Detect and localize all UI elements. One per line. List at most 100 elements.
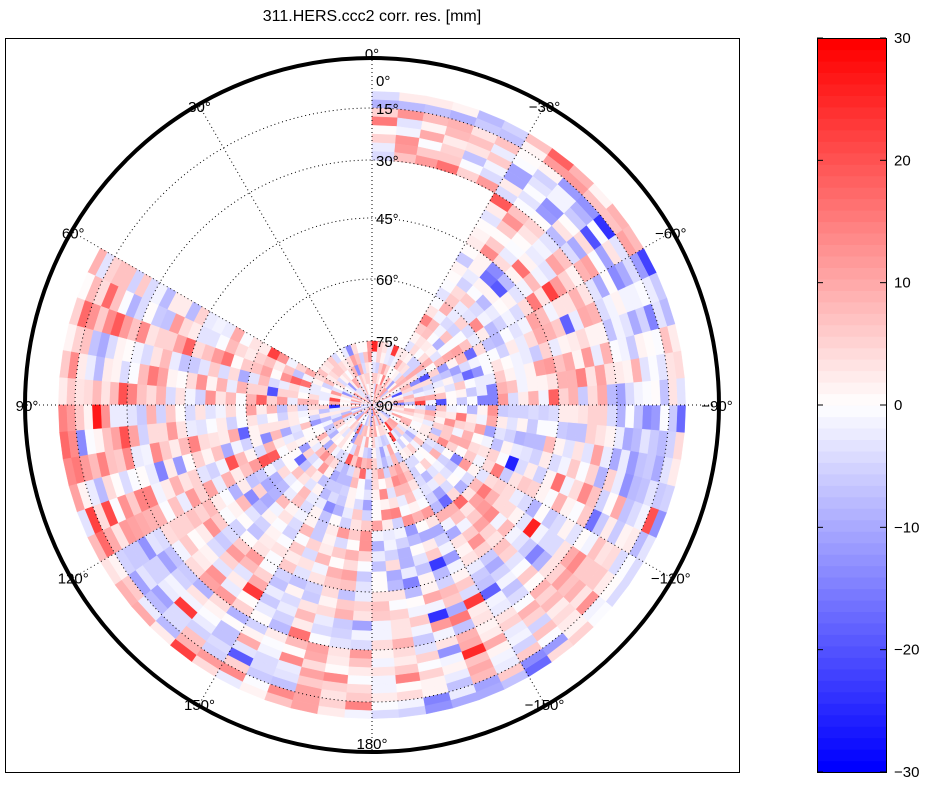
heatmap-cell — [109, 381, 120, 406]
colorbar-swatch — [817, 577, 886, 590]
heatmap-cell — [225, 416, 239, 431]
heatmap-cell — [615, 404, 626, 428]
heatmap-cell — [100, 404, 111, 429]
azimuth-tick-label: −30° — [529, 99, 560, 116]
heatmap-cell — [424, 404, 437, 411]
heatmap-cell — [633, 381, 644, 406]
heatmap-cell — [74, 404, 85, 432]
colorbar-swatch — [817, 462, 886, 475]
heatmap-cell — [487, 393, 499, 406]
colorbar-swatch — [817, 313, 886, 326]
heatmap-cell — [667, 378, 678, 406]
colorbar-swatch — [817, 255, 886, 268]
elevation-tick-label: 15° — [376, 101, 399, 118]
heatmap-cell — [344, 548, 360, 562]
heatmap-cell — [445, 404, 457, 413]
heatmap-cell — [659, 404, 670, 432]
heatmap-cell — [485, 414, 498, 428]
heatmap-cell — [245, 404, 257, 417]
colorbar-swatch — [817, 267, 886, 280]
heatmap-cell — [675, 404, 686, 433]
heatmap-cell — [386, 568, 404, 582]
heatmap-cell — [466, 395, 478, 406]
elevation-tick-label: 30° — [376, 153, 399, 170]
azimuth-tick-label: −90° — [701, 398, 732, 415]
heatmap-cell — [340, 568, 358, 582]
colorbar-swatch — [817, 565, 886, 578]
heatmap-cell — [527, 404, 539, 420]
colorbar-tick-label: −30 — [894, 764, 919, 781]
heatmap-cell — [165, 404, 177, 424]
colorbar-swatch — [817, 198, 886, 211]
colorbar-swatch — [817, 72, 886, 85]
heatmap-cell — [58, 404, 69, 433]
heatmap-cell — [371, 692, 399, 703]
heatmap-cell — [235, 392, 247, 406]
heatmap-cell — [118, 382, 129, 406]
colorbar-tick-label: −20 — [894, 642, 919, 659]
heatmap-cell — [558, 387, 569, 406]
heatmap-cell — [245, 393, 257, 406]
colorbar-tick-label: 10 — [894, 275, 911, 292]
azimuth-tick-label: 150° — [184, 697, 215, 714]
heatmap-cell — [577, 385, 589, 406]
colorbar-swatch — [817, 175, 886, 188]
chart-title: 311.HERS.ccc2 corr. res. [mm] — [262, 8, 482, 25]
heatmap-cell — [297, 398, 309, 406]
heatmap-cell — [205, 404, 217, 420]
heatmap-cell — [515, 377, 529, 393]
heatmap-cell — [155, 404, 167, 425]
heatmap-cell — [371, 489, 381, 501]
colorbar-tick-label: 20 — [894, 152, 911, 169]
heatmap-cell — [351, 508, 364, 521]
heatmap-cell — [352, 619, 373, 631]
heatmap-cell — [357, 560, 373, 572]
heatmap-cell — [205, 390, 217, 406]
heatmap-cell — [525, 418, 539, 435]
heatmap-cell — [355, 580, 373, 593]
heatmap-cell — [205, 418, 219, 435]
colorbar-swatch — [817, 210, 886, 223]
heatmap-cell — [633, 404, 644, 429]
heatmap-cell — [577, 404, 589, 425]
heatmap-cell — [476, 404, 488, 416]
colorbar-swatch — [817, 554, 886, 567]
azimuth-tick-label: −120° — [651, 571, 691, 588]
heatmap-cell — [360, 520, 373, 532]
heatmap-cell — [371, 91, 400, 102]
colorbar: 30 20 10 0 −10 −20 −30 — [817, 30, 919, 781]
heatmap-cell — [624, 381, 635, 406]
heatmap-cell — [353, 498, 364, 511]
heatmap-cell — [624, 404, 635, 429]
heatmap-cell — [215, 391, 227, 406]
heatmap-cell — [351, 629, 373, 641]
colorbar-tick-label: −10 — [894, 519, 919, 536]
heatmap-cell — [346, 683, 373, 694]
heatmap-cell — [215, 404, 227, 419]
colorbar-swatch — [817, 645, 886, 658]
colorbar-swatch — [817, 531, 886, 544]
colorbar-swatch — [817, 359, 886, 372]
heatmap-cell — [276, 396, 288, 406]
heatmap-cell — [558, 404, 569, 423]
heatmap-cell — [381, 518, 395, 531]
heatmap-cell — [435, 404, 447, 412]
heatmap-cell — [352, 610, 373, 622]
heatmap-cell — [126, 404, 138, 427]
heatmap-cell — [507, 404, 519, 419]
heatmap-cell — [667, 404, 678, 432]
heatmap-cell — [371, 674, 397, 685]
azimuth-tick-label: 30° — [188, 99, 211, 116]
heatmap-cell — [507, 391, 519, 406]
heatmap-cell — [445, 397, 457, 406]
colorbar-swatch — [817, 38, 886, 51]
heatmap-cell — [371, 133, 396, 144]
heatmap-cell — [344, 708, 373, 719]
heatmap-cell — [596, 404, 608, 426]
heatmap-cell — [74, 378, 85, 406]
heatmap-cell — [497, 392, 509, 406]
elevation-ring — [245, 278, 499, 532]
heatmap-cell — [276, 404, 288, 414]
heatmap-cell — [146, 385, 158, 406]
heatmap-cell — [383, 538, 398, 552]
